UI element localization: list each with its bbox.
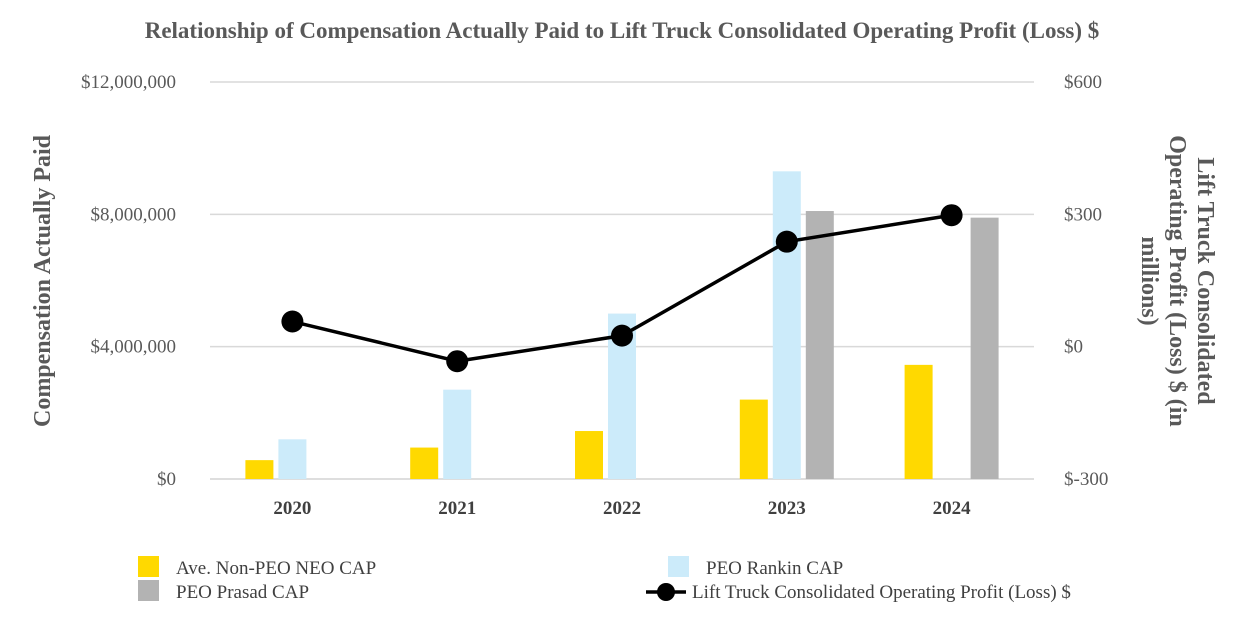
chart-title: Relationship of Compensation Actually Pa… [145, 18, 1100, 43]
left-axis-ticks: $0 $4,000,000 $8,000,000 $12,000,000 [81, 72, 176, 490]
bar-peo-prasad-cap-2023 [805, 211, 834, 479]
bar-ave-non-peo-neo-cap-2022 [575, 431, 603, 479]
x-tick-label: 2023 [768, 498, 806, 519]
right-axis-title-line: Lift Truck Consolidated [1192, 157, 1218, 405]
left-tick-label: $8,000,000 [91, 204, 177, 225]
legend-label: Lift Truck Consolidated Operating Profit… [692, 582, 1071, 603]
left-tick-label: $0 [157, 469, 176, 490]
x-tick-label: 2020 [273, 498, 311, 519]
bar-ave-non-peo-neo-cap-2021 [410, 447, 439, 479]
operating-profit-point-2021 [446, 350, 469, 373]
right-axis-title-line: Operating Profit (Loss) $ (in [1164, 135, 1190, 427]
bars [245, 171, 999, 479]
x-tick-label: 2022 [603, 498, 641, 519]
right-tick-label: $0 [1064, 337, 1083, 358]
bar-peo-rankin-cap-2023 [772, 171, 801, 479]
bar-peo-rankin-cap-2021 [443, 389, 472, 479]
legend-swatch [138, 556, 159, 577]
legend-swatch [138, 580, 159, 601]
bar-ave-non-peo-neo-cap-2024 [904, 364, 933, 479]
right-tick-label: $600 [1064, 72, 1102, 93]
left-tick-label: $4,000,000 [91, 337, 177, 358]
bar-peo-prasad-cap-2024 [970, 217, 999, 479]
legend-marker [657, 583, 675, 601]
left-axis-title: Compensation Actually Paid [30, 134, 56, 427]
legend-label: PEO Prasad CAP [176, 582, 309, 603]
right-tick-label: $300 [1064, 204, 1102, 225]
operating-profit-point-2023 [775, 230, 798, 253]
right-tick-label: $-300 [1064, 469, 1108, 490]
left-tick-label: $12,000,000 [81, 72, 176, 93]
x-tick-label: 2024 [933, 498, 972, 519]
operating-profit-point-2020 [281, 310, 304, 333]
legend: Ave. Non-PEO NEO CAP PEO Rankin CAP PEO Pr… [138, 556, 1071, 603]
legend-label: PEO Rankin CAP [706, 558, 843, 579]
operating-profit-point-2024 [940, 204, 963, 227]
legend-swatch [668, 556, 689, 577]
x-axis-ticks: 2020 2021 2022 2023 2024 [273, 498, 971, 519]
bar-ave-non-peo-neo-cap-2020 [245, 460, 274, 479]
x-tick-label: 2021 [438, 498, 476, 519]
right-axis-ticks: $-300 $0 $300 $600 [1064, 72, 1108, 490]
operating-profit-point-2022 [611, 324, 633, 347]
legend-label: Ave. Non-PEO NEO CAP [176, 558, 376, 579]
bar-ave-non-peo-neo-cap-2023 [739, 399, 768, 479]
right-axis-title-line: millions) [1136, 236, 1162, 325]
bar-peo-rankin-cap-2020 [278, 439, 307, 479]
line-series [281, 204, 963, 373]
